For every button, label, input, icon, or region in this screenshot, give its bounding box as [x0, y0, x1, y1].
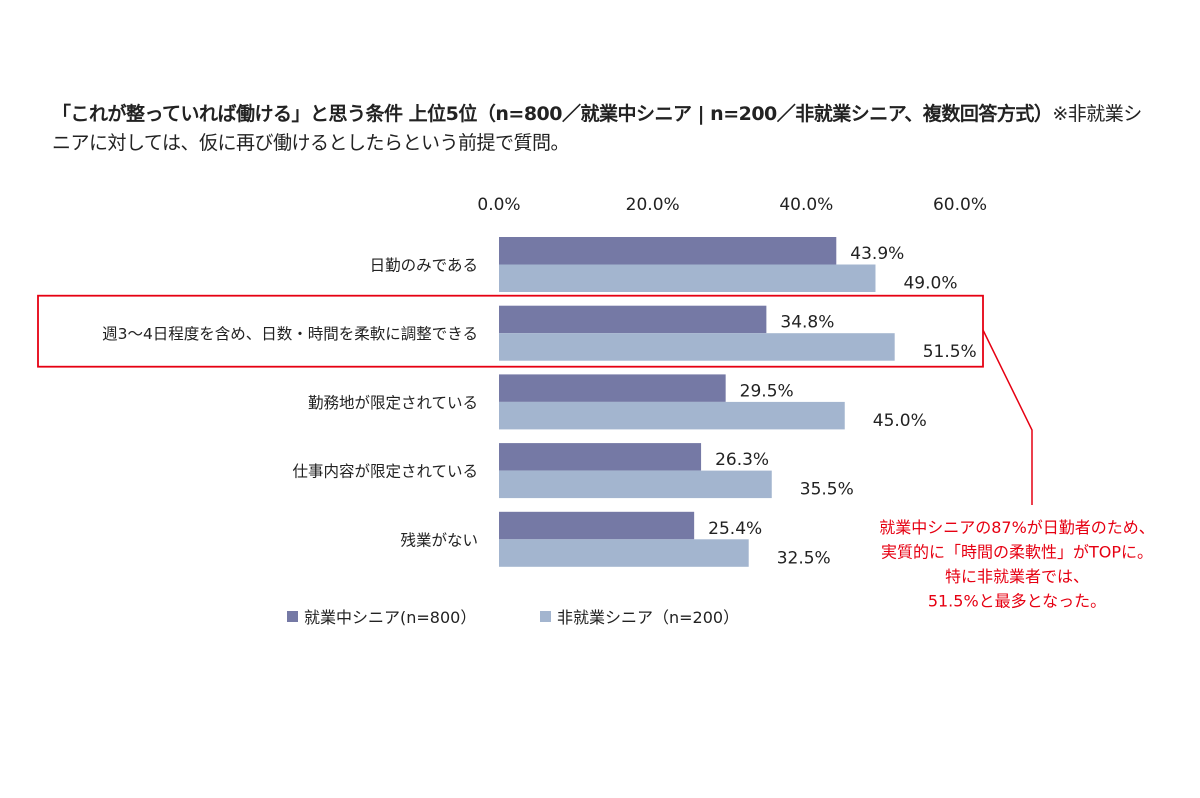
annotation-line: 就業中シニアの87%が日勤者のため、: [879, 518, 1155, 537]
bar: [499, 237, 837, 265]
x-tick-label: 20.0%: [626, 195, 680, 215]
bar: [499, 401, 845, 430]
category-label: 勤務地が限定されている: [308, 394, 478, 412]
category-label: 残業がない: [400, 531, 478, 549]
title-bold: 「これが整っていれば働ける」と思う条件 上位5位（n=800／就業中シニア | …: [52, 103, 1053, 125]
bar: [499, 305, 767, 334]
bar: [499, 470, 772, 499]
bar: [499, 374, 726, 402]
annotation-line: 特に非就業者では、: [945, 567, 1089, 586]
x-tick-label: 60.0%: [933, 195, 987, 215]
data-label: 26.3%: [715, 450, 769, 470]
x-tick-label: 40.0%: [779, 195, 833, 215]
annotation-connector: [982, 329, 1033, 505]
legend-swatch: [287, 611, 298, 622]
data-label: 32.5%: [777, 548, 831, 568]
data-label: 49.0%: [903, 274, 957, 294]
title-note: ※非就業シニアに対しては、仮に再び働けるとしたらという前提で質問。: [52, 103, 1142, 154]
data-label: 35.5%: [800, 480, 854, 500]
data-label: 34.8%: [780, 313, 834, 333]
annotation-line: 実質的に「時間の柔軟性」がTOPに。: [881, 543, 1153, 562]
data-label: 45.0%: [873, 411, 927, 431]
data-label: 43.9%: [850, 244, 904, 264]
data-label: 25.4%: [708, 519, 762, 539]
chart-title: 「これが整っていれば働ける」と思う条件 上位5位（n=800／就業中シニア | …: [52, 100, 1152, 158]
category-label: 日勤のみである: [370, 257, 478, 275]
x-tick-label: 0.0%: [477, 195, 520, 215]
data-label: 51.5%: [923, 342, 977, 362]
bar: [499, 264, 876, 292]
bar: [499, 539, 749, 567]
annotation-line: 51.5%と最多となった。: [928, 592, 1106, 611]
category-label: 週3～4日程度を含め、日数・時間を柔軟に調整できる: [102, 325, 478, 343]
legend-swatch: [540, 611, 551, 622]
legend-label: 就業中シニア(n=800）: [304, 608, 476, 627]
bar: [499, 333, 895, 361]
bar: [499, 443, 702, 471]
category-label: 仕事内容が限定されている: [292, 463, 478, 481]
legend-label: 非就業シニア（n=200）: [557, 608, 739, 627]
bar: [499, 511, 695, 540]
data-label: 29.5%: [740, 381, 794, 401]
